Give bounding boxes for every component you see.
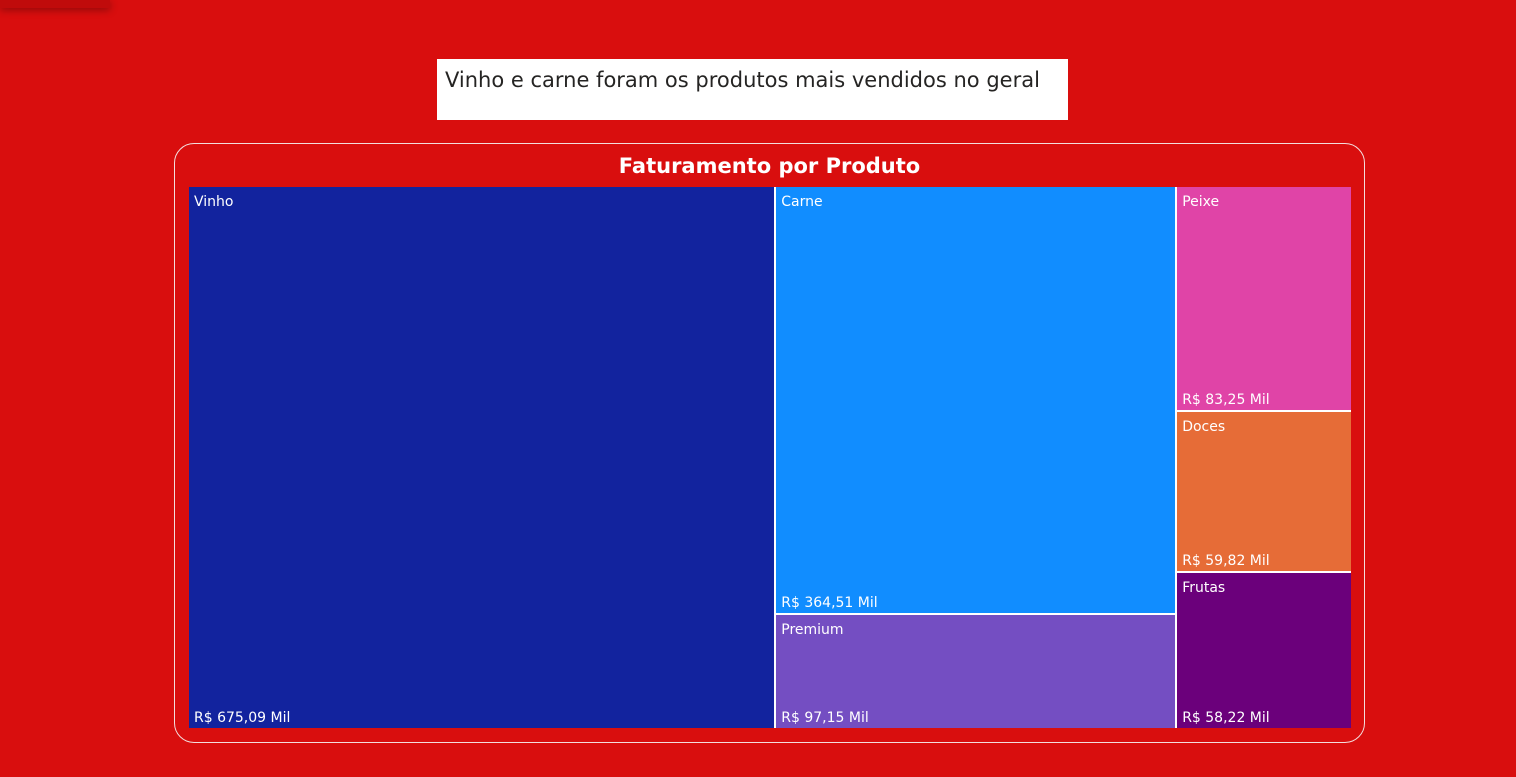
tile-label: Vinho <box>194 194 234 210</box>
chart-title: Faturamento por Produto <box>618 154 921 178</box>
treemap-tile-doces[interactable]: Doces R$ 59,82 Mil <box>1177 411 1351 571</box>
headline-text: Vinho e carne foram os produtos mais ven… <box>445 68 1040 92</box>
tile-label: Frutas <box>1182 579 1226 596</box>
treemap-tile-premium[interactable]: Premium R$ 97,15 Mil <box>776 615 1176 728</box>
tile-label: Doces <box>1182 418 1226 435</box>
tile-label: Peixe <box>1182 194 1220 210</box>
top-left-shadow <box>0 0 110 8</box>
treemap-tile-peixe[interactable]: Peixe R$ 83,25 Mil <box>1177 187 1351 410</box>
headline-textbox: Vinho e carne foram os produtos mais ven… <box>437 59 1068 120</box>
tile-value-label: R$ 97,15 Mil <box>781 709 869 726</box>
tile-value-label: R$ 675,09 Mil <box>194 710 291 726</box>
tile-label: Premium <box>781 622 844 639</box>
tile-value-label: R$ 364,51 Mil <box>781 595 878 612</box>
treemap-tile-carne[interactable]: Carne R$ 364,51 Mil <box>776 187 1176 614</box>
tile-value-label: R$ 59,82 Mil <box>1182 552 1270 569</box>
tile-value-label: R$ 83,25 Mil <box>1182 391 1270 408</box>
treemap-tile-frutas[interactable]: Frutas R$ 58,22 Mil <box>1177 572 1351 728</box>
treemap-tile-vinho[interactable]: Vinho R$ 675,09 Mil <box>189 187 775 728</box>
treemap: Vinho R$ 675,09 Mil Carne R$ 364,51 Mil Prem… <box>189 187 1351 728</box>
treemap-card: Faturamento por Produto <box>174 143 1365 743</box>
tile-label: Carne <box>781 194 823 210</box>
tile-value-label: R$ 58,22 Mil <box>1182 709 1270 726</box>
